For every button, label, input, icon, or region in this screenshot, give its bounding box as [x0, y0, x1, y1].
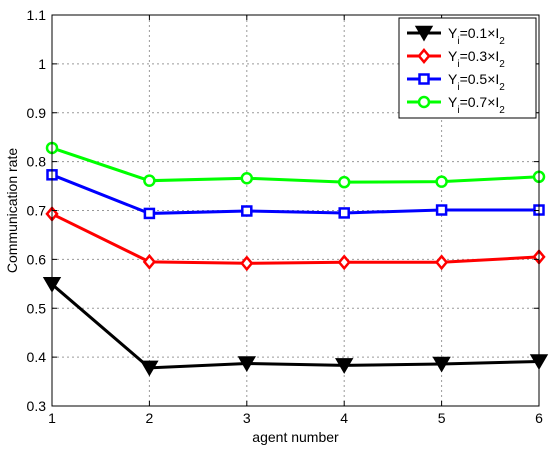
data-point-marker: [143, 207, 156, 220]
data-point-marker: [337, 175, 351, 189]
axis-ticks: 1 2 3 4 5 6 0.3 0.4 0.5 0.6 0.7 0.8 0.9 1 1.1: [27, 7, 544, 426]
data-point-marker: [435, 204, 448, 216]
x-axis-label: agent number: [252, 429, 339, 445]
series-2: [45, 205, 546, 272]
y-tick-label: 0.3: [27, 398, 47, 414]
data-point-marker: [140, 360, 159, 377]
legend-item: [407, 95, 441, 109]
y-tick-label: 1: [38, 56, 46, 72]
data-point-marker: [241, 205, 253, 217]
x-tick-label: 1: [48, 410, 56, 426]
data-point-marker: [338, 207, 350, 219]
data-point-marker: [432, 356, 451, 373]
legend-label: Yi=0.5×I2: [448, 71, 505, 93]
data-point-marker: [143, 174, 156, 187]
y-tick-label: 0.7: [27, 203, 47, 219]
data-point-marker: [240, 255, 254, 272]
data-point-marker: [434, 254, 449, 271]
series-1: [42, 277, 549, 377]
series-3: [46, 169, 545, 220]
y-tick-label: 0.6: [27, 251, 47, 267]
x-tick-label: 4: [340, 410, 348, 426]
series-line: [51, 173, 539, 215]
y-tick-label: 0.9: [27, 105, 47, 121]
legend-item: [407, 73, 441, 85]
y-tick-label: 1.1: [27, 7, 47, 23]
legend-marker: [417, 95, 431, 109]
data-point-marker: [335, 358, 354, 374]
legend-item: [407, 48, 441, 64]
legend-label: Yi=0.1×I2: [448, 25, 505, 47]
series-line: [51, 212, 540, 265]
legend-marker: [417, 48, 431, 64]
series-line: [51, 146, 540, 184]
y-axis-label: Communication rate: [4, 148, 20, 273]
data-point-marker: [240, 171, 254, 185]
x-tick-label: 5: [438, 410, 446, 426]
series-lines: [42, 141, 549, 377]
x-tick-label: 6: [535, 410, 543, 426]
legend-label: Yi=0.3×I2: [448, 48, 505, 70]
data-point-marker: [435, 175, 448, 188]
series-line: [51, 283, 540, 370]
y-tick-label: 0.4: [27, 349, 47, 365]
legend-marker: [418, 73, 430, 85]
y-tick-label: 0.8: [27, 154, 47, 170]
legend-label: Yi=0.7×I2: [448, 94, 505, 116]
x-tick-label: 2: [146, 410, 154, 426]
legend-item: [407, 25, 441, 42]
legend-marker: [414, 25, 434, 42]
y-tick-label: 0.5: [27, 300, 47, 316]
data-point-marker: [337, 254, 351, 271]
data-point-marker: [237, 356, 256, 372]
x-tick-label: 3: [243, 410, 251, 426]
data-point-marker: [142, 253, 157, 270]
series-4: [45, 141, 546, 189]
